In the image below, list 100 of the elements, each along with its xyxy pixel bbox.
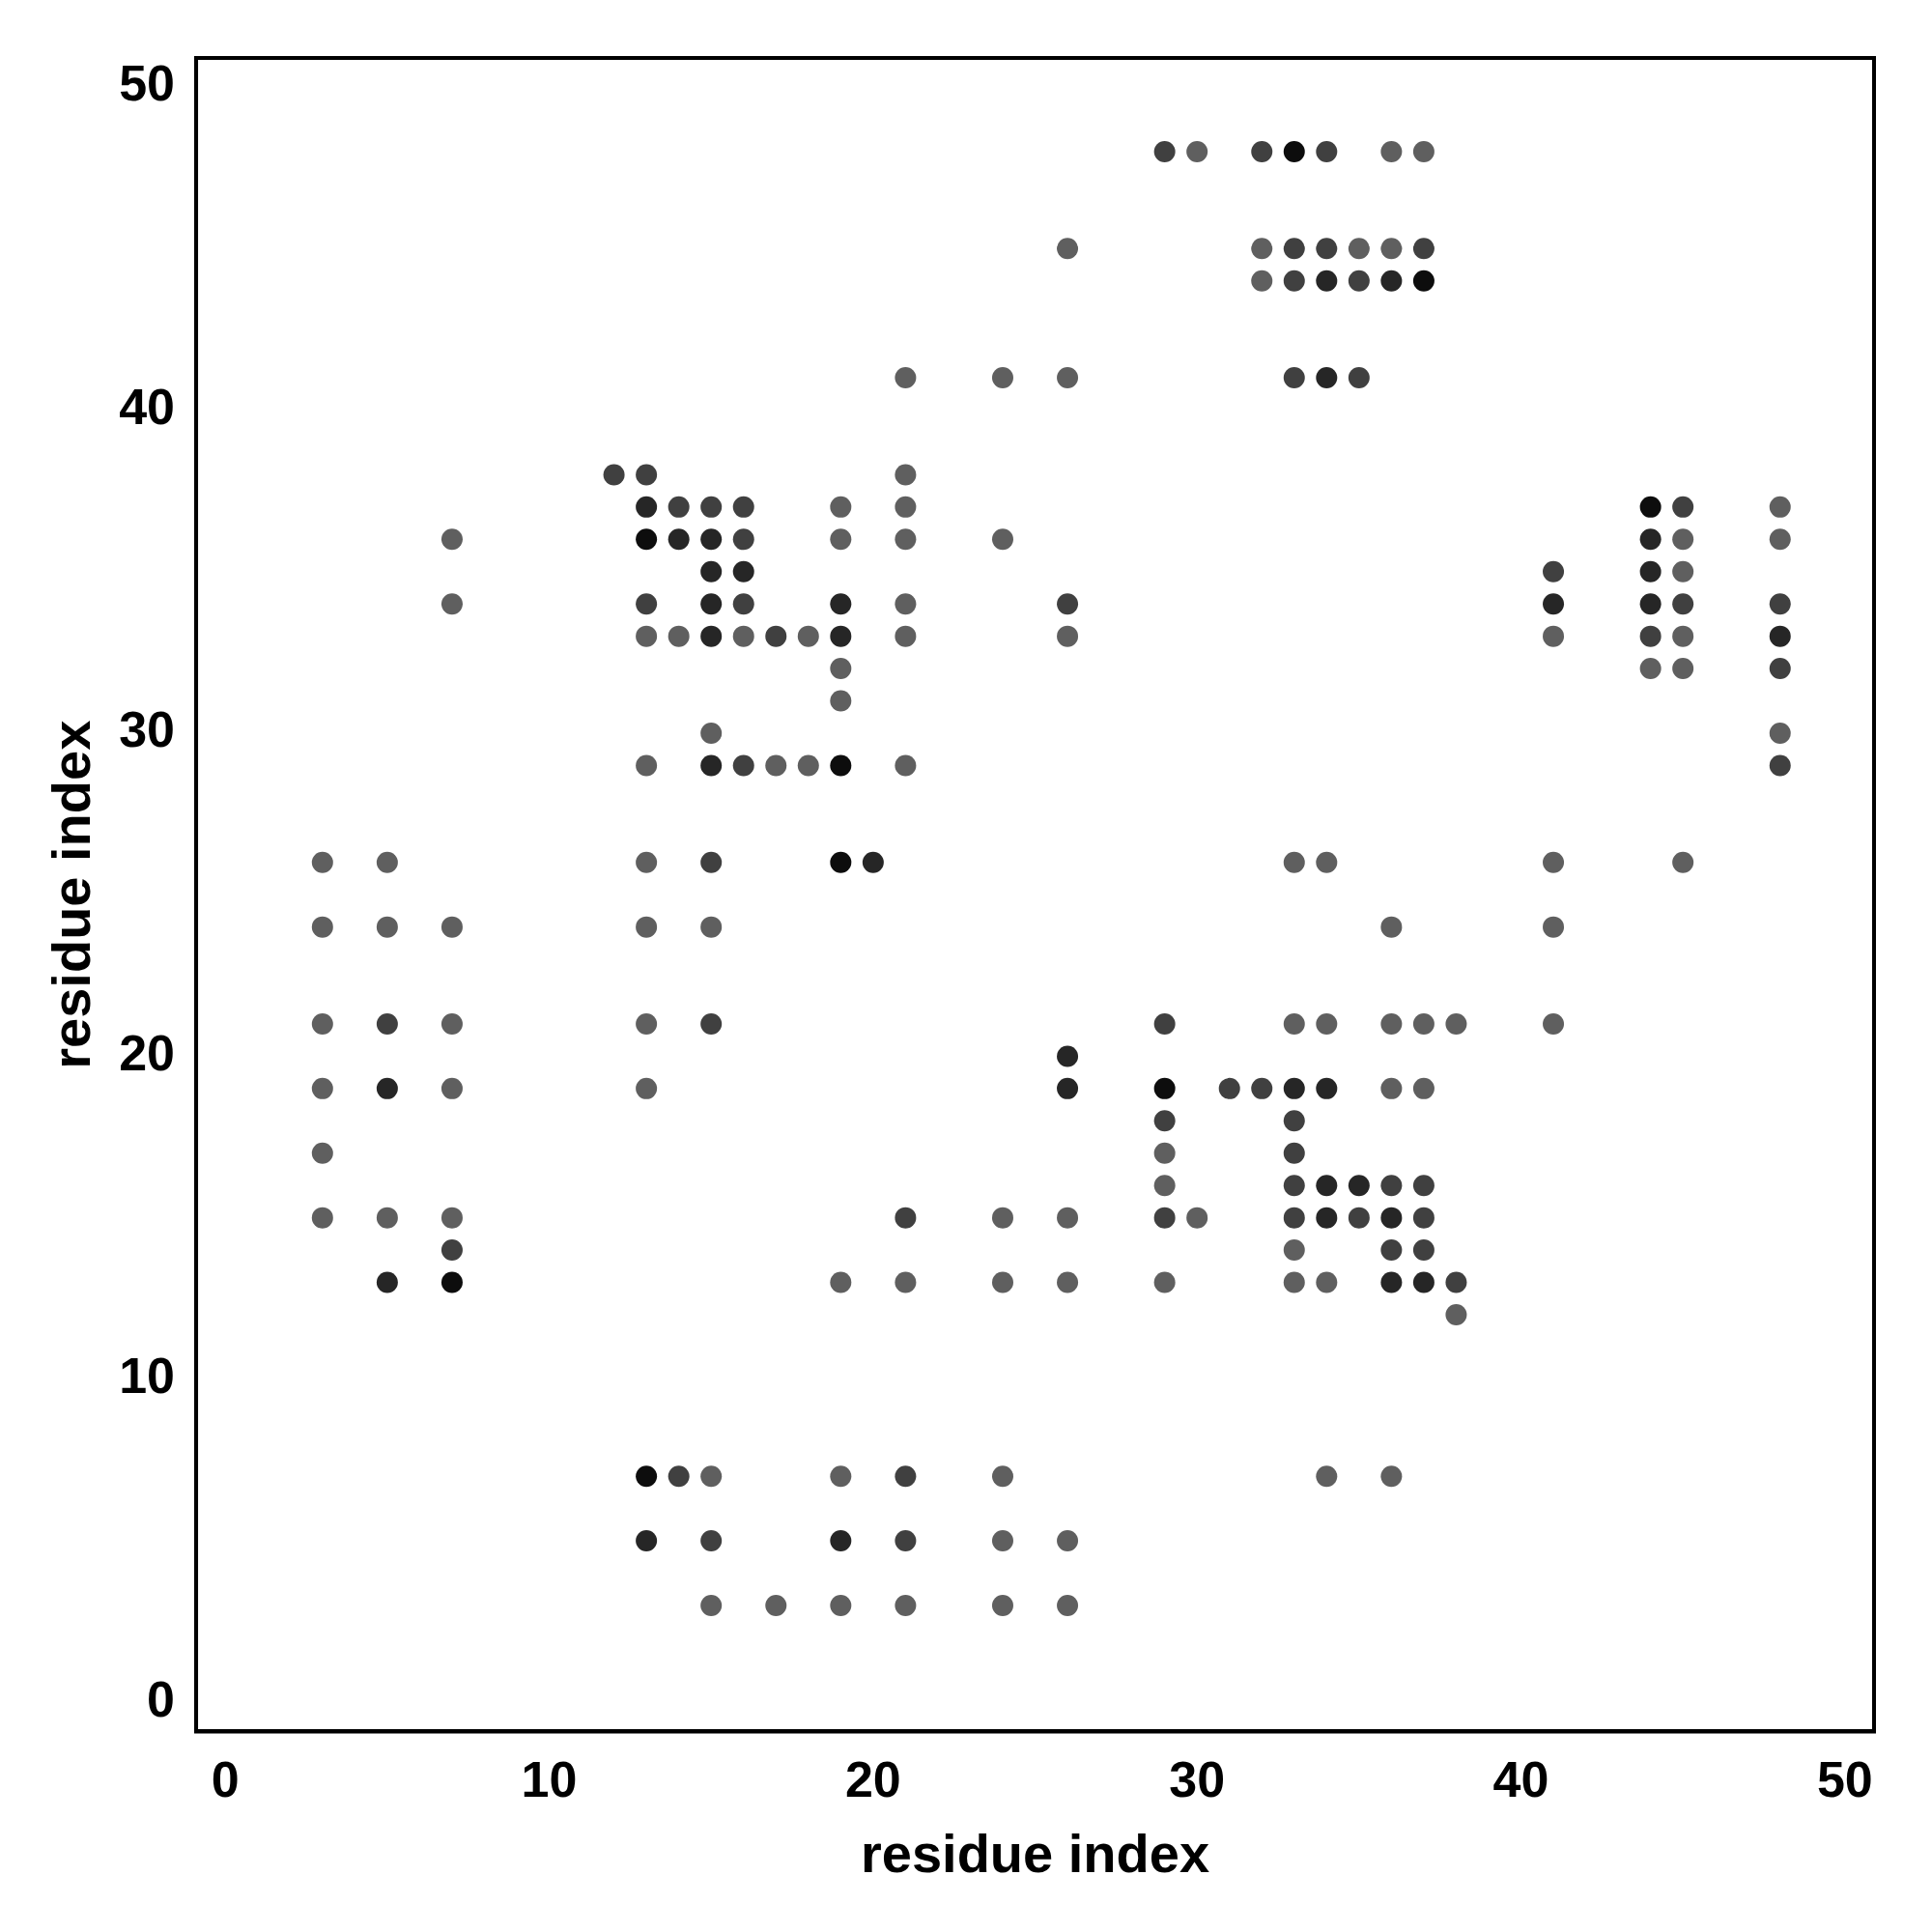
point [603,464,625,486]
point [1283,1175,1305,1197]
point [1639,528,1662,551]
point [700,754,723,777]
point [1316,1175,1338,1197]
point [700,851,723,873]
point [1251,140,1273,162]
point [1283,1110,1305,1132]
point [1153,1207,1176,1229]
point [732,528,754,551]
point [1543,593,1565,615]
point [1153,1110,1176,1132]
point [1153,140,1176,162]
point [1769,658,1791,680]
point [1672,496,1694,518]
x-tick-label: 20 [844,1750,901,1807]
point [1153,1077,1176,1099]
point [668,496,690,518]
y-tick-label: 20 [119,1024,176,1081]
point [636,464,658,486]
point [1412,270,1435,292]
point [1316,367,1338,389]
point [1380,1207,1403,1229]
y-tick-label: 0 [147,1670,176,1727]
point [1316,1077,1338,1099]
point [1380,1239,1403,1262]
point [1412,1271,1435,1293]
point [700,496,723,518]
x-tick-label: 30 [1169,1750,1226,1807]
point [1057,593,1079,615]
x-tick-label: 10 [521,1750,578,1807]
point [1283,1077,1305,1099]
point [1412,1175,1435,1197]
point [1769,754,1791,777]
point [1639,625,1662,647]
point [1380,270,1403,292]
point [732,560,754,582]
point [1057,1045,1079,1067]
y-tick-label: 30 [119,701,176,758]
point [1348,1175,1370,1197]
point [636,1465,658,1488]
point [700,528,723,551]
point [1283,1207,1305,1229]
point [1218,1077,1240,1099]
point [1348,367,1370,389]
point [1316,238,1338,260]
y-axis-title: residue index [41,720,102,1069]
x-tick-label: 40 [1492,1750,1549,1807]
point [700,1530,723,1552]
point [830,754,852,777]
point [1445,1271,1467,1293]
point [1769,625,1791,647]
point [1380,1175,1403,1197]
point [895,1207,917,1229]
point [700,1012,723,1035]
point [1672,593,1694,615]
y-tick-label: 40 [119,378,176,435]
y-tick-label: 10 [119,1348,176,1405]
point [700,625,723,647]
point [1639,560,1662,582]
point [636,496,658,518]
point [376,1012,398,1035]
point [895,1530,917,1552]
point [1283,1142,1305,1164]
point [1283,367,1305,389]
point [830,625,852,647]
point [765,625,787,647]
x-tick-label: 50 [1816,1750,1873,1807]
point [376,1077,398,1099]
point [1348,270,1370,292]
point [1769,593,1791,615]
point [1412,1207,1435,1229]
point [636,593,658,615]
point [1412,238,1435,260]
point [1412,1239,1435,1262]
point [668,1465,690,1488]
point [1283,238,1305,260]
point [1380,1271,1403,1293]
point [862,851,884,873]
point [636,1530,658,1552]
point [440,1239,463,1262]
point [1057,1077,1079,1099]
point [1639,496,1662,518]
y-tick-label: 50 [119,55,176,112]
point [1543,560,1565,582]
x-axis-title: residue index [861,1822,1210,1884]
point [700,593,723,615]
point [700,560,723,582]
point [1283,270,1305,292]
x-tick-label: 0 [211,1750,240,1807]
point [732,593,754,615]
point [440,1271,463,1293]
point [1316,140,1338,162]
point [1348,1207,1370,1229]
point [830,1530,852,1552]
point [732,754,754,777]
point [1153,1012,1176,1035]
point [1316,1207,1338,1229]
point [1639,593,1662,615]
point [830,593,852,615]
